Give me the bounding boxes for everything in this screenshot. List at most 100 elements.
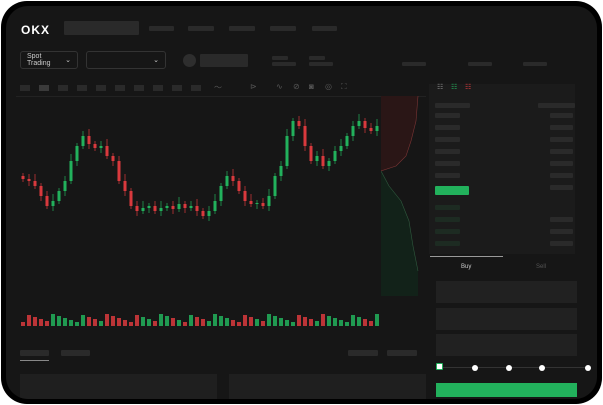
tab-sell[interactable]: Sell bbox=[536, 264, 547, 270]
volume-bar bbox=[213, 314, 217, 326]
slider-track[interactable] bbox=[440, 367, 590, 368]
candle bbox=[339, 146, 343, 151]
search-bar[interactable] bbox=[64, 21, 139, 35]
nav-item[interactable] bbox=[149, 26, 174, 31]
candle bbox=[345, 136, 349, 146]
ruler-icon[interactable]: ⊘ bbox=[293, 82, 300, 91]
pair-select[interactable]: ⌄ bbox=[86, 51, 166, 69]
orderbook-sell-icon[interactable]: ☷ bbox=[465, 84, 472, 91]
ask-price bbox=[435, 125, 460, 130]
volume-bar bbox=[93, 319, 97, 326]
nav-item[interactable] bbox=[270, 26, 296, 31]
coin-icon bbox=[183, 54, 196, 67]
candle bbox=[183, 204, 187, 208]
candle bbox=[309, 146, 313, 161]
filter-button[interactable] bbox=[387, 350, 417, 356]
stat-value bbox=[402, 62, 426, 66]
volume-bar bbox=[285, 320, 289, 326]
candlestick-chart[interactable] bbox=[6, 6, 426, 336]
bid-size bbox=[550, 241, 573, 246]
volume-bar bbox=[45, 321, 49, 326]
nav-item[interactable] bbox=[188, 26, 214, 31]
volume-bar bbox=[183, 322, 187, 326]
nav-item[interactable] bbox=[312, 26, 337, 31]
volume-bar bbox=[99, 321, 103, 326]
candle bbox=[123, 181, 127, 191]
fullscreen-icon[interactable]: ⛶ bbox=[341, 82, 347, 91]
volume-bar bbox=[189, 315, 193, 326]
settings-icon[interactable]: ◎ bbox=[325, 82, 332, 91]
total-input[interactable] bbox=[436, 334, 577, 356]
tab-open-orders[interactable] bbox=[20, 350, 49, 356]
timeframe-button[interactable] bbox=[96, 85, 106, 91]
candle bbox=[21, 176, 25, 179]
candle bbox=[249, 201, 253, 204]
buy-button[interactable] bbox=[436, 383, 577, 397]
bid-price bbox=[435, 229, 460, 234]
candle bbox=[105, 146, 109, 156]
orderbook-header bbox=[435, 103, 470, 108]
volume-bar bbox=[309, 319, 313, 326]
slider-stop[interactable] bbox=[539, 365, 545, 371]
camera-icon[interactable]: ◙ bbox=[309, 82, 314, 91]
volume-bar bbox=[129, 322, 133, 326]
orderbook-buy-icon[interactable]: ☷ bbox=[451, 84, 458, 91]
pair-name bbox=[200, 54, 248, 67]
candle bbox=[261, 203, 265, 206]
candle bbox=[39, 186, 43, 196]
volume-bar bbox=[291, 322, 295, 326]
volume-bar bbox=[135, 315, 139, 326]
candle bbox=[315, 156, 319, 161]
slider-handle[interactable] bbox=[436, 363, 443, 370]
last-price bbox=[435, 186, 469, 195]
line-tool-icon[interactable]: ⊳ bbox=[250, 82, 257, 91]
volume-bar bbox=[201, 319, 205, 326]
timeframe-button[interactable] bbox=[134, 85, 144, 91]
slider-stop[interactable] bbox=[472, 365, 478, 371]
candle bbox=[333, 151, 337, 161]
candle bbox=[201, 211, 205, 216]
timeframe-button[interactable] bbox=[20, 85, 30, 91]
orderbook-both-icon[interactable]: ☷ bbox=[437, 84, 444, 91]
timeframe-button[interactable] bbox=[153, 85, 163, 91]
stat-value bbox=[523, 62, 547, 66]
volume-bar bbox=[369, 321, 373, 326]
volume-bar bbox=[225, 318, 229, 326]
volume-bar bbox=[237, 322, 241, 326]
ask-price bbox=[435, 137, 460, 142]
market-select[interactable]: Spot Trading ⌄ bbox=[20, 51, 78, 69]
nav-item[interactable] bbox=[229, 26, 255, 31]
divider bbox=[16, 96, 426, 97]
timeframe-button[interactable] bbox=[191, 85, 201, 91]
price-input[interactable] bbox=[436, 281, 577, 303]
amount-input[interactable] bbox=[436, 308, 577, 330]
candle bbox=[51, 201, 55, 206]
depth-chart bbox=[381, 96, 419, 296]
tab-history[interactable] bbox=[61, 350, 90, 356]
filter-button[interactable] bbox=[348, 350, 378, 356]
tab-buy[interactable]: Buy bbox=[461, 264, 472, 270]
candle bbox=[351, 126, 355, 136]
volume-bar bbox=[147, 319, 151, 326]
indicator-icon[interactable]: 〜 bbox=[214, 83, 222, 92]
candle bbox=[327, 161, 331, 166]
wave-icon[interactable]: ∿ bbox=[276, 82, 283, 91]
panel bbox=[20, 374, 217, 399]
timeframe-button[interactable] bbox=[115, 85, 125, 91]
timeframe-button[interactable] bbox=[77, 85, 87, 91]
candle bbox=[93, 144, 97, 148]
volume-bar bbox=[327, 316, 331, 326]
candle bbox=[153, 206, 157, 211]
timeframe-button[interactable] bbox=[39, 85, 49, 91]
slider-stop[interactable] bbox=[506, 365, 512, 371]
volume-bar bbox=[267, 314, 271, 326]
slider-stop[interactable] bbox=[585, 365, 591, 371]
candle bbox=[63, 181, 67, 191]
timeframe-button[interactable] bbox=[58, 85, 68, 91]
timeframe-button[interactable] bbox=[172, 85, 182, 91]
chevron-down-icon: ⌄ bbox=[153, 57, 159, 64]
app-screen: OKX Spot Trading ⌄ ⌄ 〜 ⊳ ∿ ⊘ ◙ ◎ ⛶ ☷ ☷ ☷ … bbox=[6, 6, 597, 399]
volume-bar bbox=[363, 319, 367, 326]
volume-bar bbox=[51, 314, 55, 326]
